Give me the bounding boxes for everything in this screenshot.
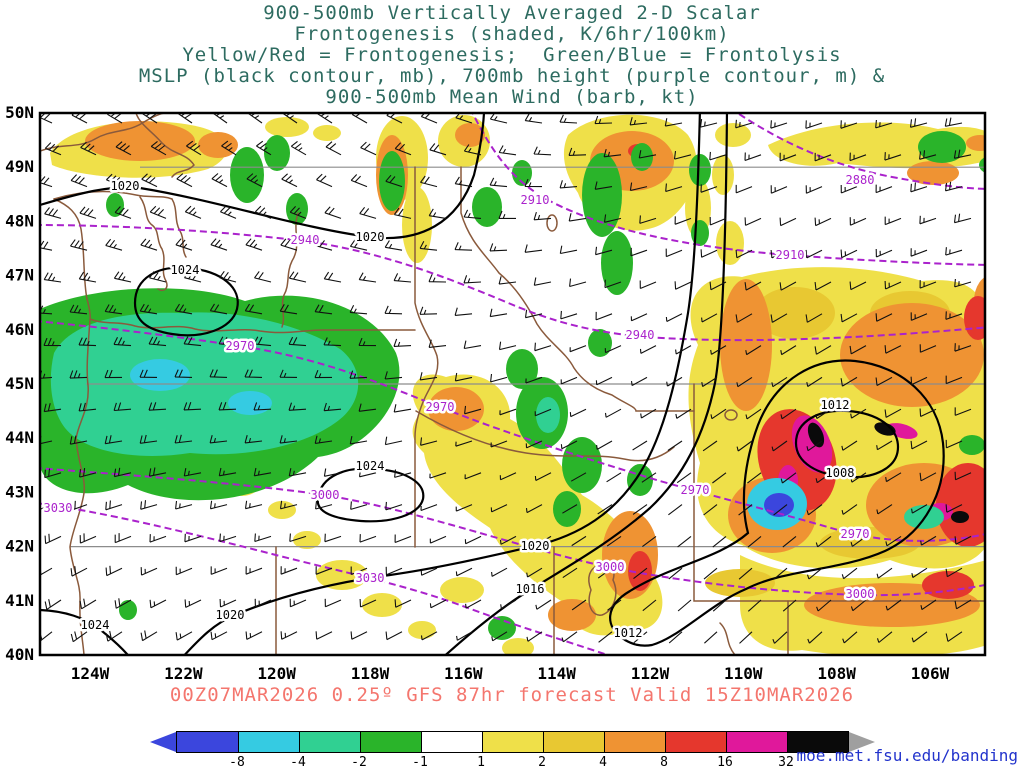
- height-contours: [40, 113, 985, 655]
- svg-text:1008: 1008: [826, 466, 855, 480]
- svg-text:2910: 2910: [521, 193, 550, 207]
- svg-text:2880: 2880: [846, 173, 875, 187]
- svg-text:1024: 1024: [81, 618, 110, 632]
- svg-text:1012: 1012: [821, 398, 850, 412]
- map-border: [38, 111, 987, 657]
- colorbar-tick-label: 8: [660, 755, 668, 770]
- svg-text:3030: 3030: [356, 571, 385, 585]
- contour-labels: 1020 1024 1020 1024 1020 1020 1016 1012 1024 1012…: [41, 171, 877, 643]
- svg-text:118W: 118W: [351, 664, 390, 683]
- colorbar-tick-label: -1: [412, 755, 428, 770]
- colorbar-left-arrow-icon: [150, 732, 176, 752]
- svg-text:2970: 2970: [426, 400, 455, 414]
- svg-text:3030: 3030: [44, 501, 73, 515]
- svg-text:110W: 110W: [724, 664, 763, 683]
- colorbar-tick-label: -2: [351, 755, 367, 770]
- svg-text:42N: 42N: [5, 537, 34, 556]
- svg-text:41N: 41N: [5, 591, 34, 610]
- title-line-1: 900-500mb Vertically Averaged 2-D Scalar: [263, 2, 761, 24]
- colorbar-segments: [176, 731, 849, 753]
- colorbar-tick-label: 32: [778, 755, 794, 770]
- colorbar-tick-label: -8: [229, 755, 245, 770]
- forecast-caption: 00Z07MAR2026 0.25º GFS 87hr forecast Val…: [169, 684, 855, 706]
- colorbar-segment: [360, 732, 421, 752]
- chart-title-block: 900-500mb Vertically Averaged 2-D Scalar…: [0, 3, 1024, 108]
- colorbar-tick-label: 4: [599, 755, 607, 770]
- title-line-5: 900-500mb Mean Wind (barb, kt): [325, 86, 699, 108]
- svg-text:3000: 3000: [596, 560, 625, 574]
- colorbar-segment: [604, 732, 665, 752]
- colorbar: -8 -4 -2 -1 1 2 4 8 16 32: [150, 731, 875, 770]
- map-figure: 50N 49N 48N 47N 46N 45N 44N 43N 42N 41N 40N 124W 12…: [0, 100, 1024, 704]
- svg-text:46N: 46N: [5, 320, 34, 339]
- colorbar-segment: [299, 732, 360, 752]
- svg-text:43N: 43N: [5, 482, 34, 501]
- svg-text:2970: 2970: [226, 339, 255, 353]
- colorbar-tick-label: 2: [538, 755, 546, 770]
- colorbar-right-arrow-icon: [849, 732, 875, 752]
- title-line-2: Frontogenesis (shaded, K/6hr/100km): [294, 23, 730, 45]
- svg-text:48N: 48N: [5, 211, 34, 230]
- svg-text:106W: 106W: [911, 664, 950, 683]
- lat-axis-labels: 50N 49N 48N 47N 46N 45N 44N 43N 42N 41N 40N: [5, 103, 34, 664]
- svg-text:1024: 1024: [356, 459, 385, 473]
- svg-text:1020: 1020: [356, 230, 385, 244]
- colorbar-tick-label: 16: [717, 755, 733, 770]
- colorbar-segment: [726, 732, 787, 752]
- credit-link[interactable]: moe.met.fsu.edu/banding: [796, 746, 1018, 765]
- title-line-4: MSLP (black contour, mb), 700mb height (…: [138, 65, 886, 87]
- colorbar-segment: [543, 732, 604, 752]
- svg-text:114W: 114W: [537, 664, 576, 683]
- lon-axis-labels: 124W 122W 120W 118W 116W 114W 112W 110W 108W 106W: [71, 664, 950, 683]
- svg-text:3000: 3000: [846, 587, 875, 601]
- colorbar-row: [150, 731, 875, 753]
- svg-text:1012: 1012: [614, 626, 643, 640]
- svg-text:120W: 120W: [257, 664, 296, 683]
- svg-text:40N: 40N: [5, 645, 34, 664]
- svg-text:1020: 1020: [111, 179, 140, 193]
- svg-text:47N: 47N: [5, 266, 34, 285]
- svg-text:2970: 2970: [841, 527, 870, 541]
- svg-text:2970: 2970: [681, 483, 710, 497]
- svg-text:108W: 108W: [817, 664, 856, 683]
- svg-text:2910: 2910: [776, 248, 805, 262]
- svg-text:2940: 2940: [626, 328, 655, 342]
- colorbar-segment: [482, 732, 543, 752]
- svg-text:1020: 1020: [521, 539, 550, 553]
- colorbar-segment: [238, 732, 299, 752]
- mslp-contours: [40, 113, 945, 655]
- svg-text:50N: 50N: [5, 103, 34, 122]
- colorbar-segment: [787, 732, 848, 752]
- svg-text:116W: 116W: [444, 664, 483, 683]
- svg-text:45N: 45N: [5, 374, 34, 393]
- svg-text:1020: 1020: [216, 608, 245, 622]
- frontogenesis-shading: [40, 114, 985, 655]
- svg-text:1024: 1024: [171, 263, 200, 277]
- colorbar-segment: [421, 732, 482, 752]
- svg-text:2940: 2940: [291, 233, 320, 247]
- colorbar-tick-label: 1: [477, 755, 485, 770]
- colorbar-tick-label: -4: [290, 755, 306, 770]
- svg-text:112W: 112W: [631, 664, 670, 683]
- title-line-3: Yellow/Red = Frontogenesis; Green/Blue =…: [182, 44, 842, 66]
- svg-text:124W: 124W: [71, 664, 110, 683]
- svg-text:3000: 3000: [311, 488, 340, 502]
- svg-text:49N: 49N: [5, 157, 34, 176]
- svg-text:1016: 1016: [516, 582, 545, 596]
- svg-text:122W: 122W: [164, 664, 203, 683]
- colorbar-segment: [665, 732, 726, 752]
- colorbar-segment: [177, 732, 238, 752]
- wind-barbs: [40, 113, 972, 644]
- svg-text:44N: 44N: [5, 428, 34, 447]
